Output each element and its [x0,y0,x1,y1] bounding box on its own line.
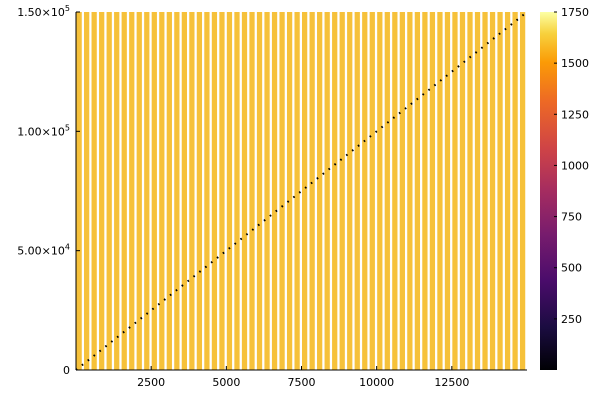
heatmap-column [377,12,383,370]
x-tick-label: 2500 [137,376,165,389]
colorbar [540,12,557,370]
colorbar-gradient [540,12,557,370]
heatmap-column [302,12,308,370]
diagonal-line [75,11,528,371]
heatmap-column [369,12,375,370]
y-tick-label: 0 [63,364,70,377]
x-axis-ticks: 2500 5000 7500 10000 12500 [137,366,469,389]
colorbar-tick-label: 500 [561,262,582,275]
heatmap-column [459,12,466,370]
heatmap-column [256,12,263,370]
heatmap-column [129,12,135,370]
heatmap-column [339,12,345,370]
heatmap-column [84,12,90,370]
heatmap-column [181,12,187,370]
colorbar-tick-label: 250 [561,313,582,326]
heatmap-column [151,12,157,370]
heatmap-column [166,12,172,370]
y-tick-label: 1.00×105 [17,123,70,138]
x-tick-label: 7500 [288,376,316,389]
heatmap-column [279,12,285,370]
heatmap-column [347,12,353,370]
heatmap-column [226,12,233,370]
heatmap-column [414,12,421,370]
heatmap-column [174,12,180,370]
heatmap-column [286,12,293,370]
heatmap-column [136,12,142,370]
heatmap-column [249,12,255,370]
heatmap-column [392,12,398,370]
heatmap-column [317,12,323,370]
colorbar-tick-label: 1000 [561,159,589,172]
heatmap-column [234,12,240,370]
heatmap-column [452,12,458,370]
plot-area [76,12,526,370]
heatmap-column [519,12,526,370]
heatmap-column [482,12,488,370]
heatmap-column [271,12,278,370]
heatmap-column [264,12,270,370]
heatmap-column [196,12,203,370]
heatmap-column [399,12,405,370]
colorbar-tick-label: 1500 [561,57,589,70]
heatmap-column [437,12,443,370]
x-tick-label: 5000 [212,376,240,389]
y-tick-label: 5.00×104 [17,243,70,258]
colorbar-ticks: 250 500 750 1000 1250 1500 1750 [554,6,589,326]
heatmap-column [429,12,436,370]
heatmap-column [106,12,112,370]
heatmap-column [294,12,300,370]
heatmap-column [309,12,315,370]
heatmap-column [241,12,248,370]
colorbar-tick-label: 1250 [561,108,589,121]
x-tick-label: 12500 [434,376,469,389]
heatmap-column [99,12,105,370]
y-axis-ticks: 0 5.00×104 1.00×105 1.50×105 [17,4,80,377]
heatmap-column [444,12,451,370]
heatmap-column [467,12,473,370]
heatmap-column [91,12,97,370]
heatmap-column [422,12,428,370]
heatmap-column [114,12,120,370]
heatmap-column [324,12,330,370]
heatmap-column [384,12,390,370]
heatmap-column [144,12,150,370]
x-tick-label: 10000 [359,376,394,389]
heatmap-column [489,12,496,370]
heatmap-column [76,12,82,370]
heatmap-column [121,12,127,370]
heatmap-column [512,12,518,370]
heatmap-column [354,12,360,370]
heatmap-column [189,12,195,370]
heatmap-column [211,12,218,370]
heatmap-column [219,12,225,370]
heatmap-column [407,12,413,370]
heatmap-column [504,12,511,370]
heatmap-column [159,12,165,370]
y-tick-label: 1.50×105 [17,4,70,19]
diagonal-cells [75,11,528,371]
heatmap-column [204,12,210,370]
heatmap-column [332,12,338,370]
colorbar-tick-label: 1750 [561,6,589,19]
heatmap-column [474,12,481,370]
heatmap-column [362,12,368,370]
heatmap-column [497,12,503,370]
colorbar-tick-label: 750 [561,211,582,224]
